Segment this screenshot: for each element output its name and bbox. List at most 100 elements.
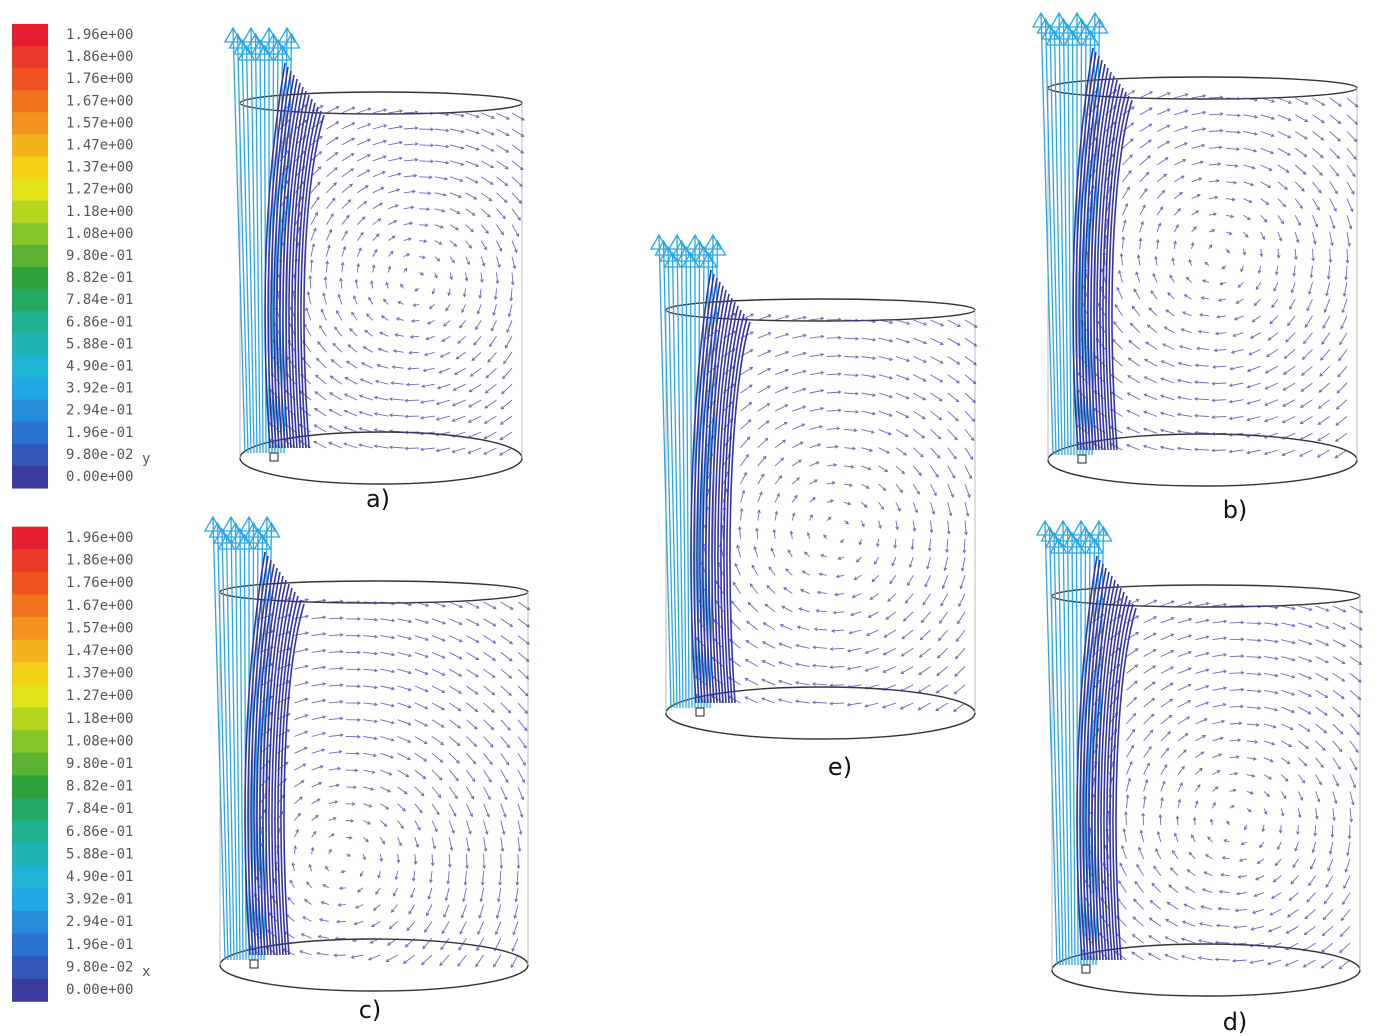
colorbar-cell [12, 956, 48, 979]
origin-marker [250, 960, 258, 968]
colorbar-cell [12, 333, 48, 356]
jet-core [1073, 48, 1132, 450]
colorbar-cell [12, 798, 48, 821]
colorbar-cell [12, 753, 48, 776]
colorbar-label: 1.27e+00 [66, 688, 133, 704]
colorbar-cell [12, 527, 48, 550]
colorbar-cell [12, 134, 48, 157]
jet-core [265, 63, 324, 448]
colorbar-cell [12, 157, 48, 180]
vector-field [250, 597, 530, 967]
panel-label: b) [1223, 496, 1248, 524]
colorbar-label: 7.84e-01 [66, 292, 133, 308]
colorbar-cell [12, 444, 48, 467]
figure: a) b) c) d) e) 1.96e+001.86e+001.76e+001… [0, 0, 1377, 1036]
colorbar-label: 1.57e+00 [66, 620, 133, 636]
colorbar-label: 1.86e+00 [66, 49, 133, 65]
colorbar-cell [12, 90, 48, 113]
cylinder-bottom [1048, 434, 1357, 486]
colorbar-cell [12, 549, 48, 572]
colorbar-cell [12, 223, 48, 246]
colorbar-cell [12, 685, 48, 708]
colorbar-cell [12, 46, 48, 69]
colorbar-cell [12, 466, 48, 489]
colorbar-cell [12, 595, 48, 618]
colorbar-label: 1.76e+00 [66, 575, 133, 591]
colorbar-cell [12, 866, 48, 889]
jet-core [245, 552, 304, 955]
panel-label: d) [1223, 1008, 1248, 1036]
colorbar-label: 4.90e-01 [66, 359, 133, 375]
colorbar-cell [12, 355, 48, 378]
colorbar-cell [12, 245, 48, 268]
colorbar-label: 8.82e-01 [66, 270, 133, 286]
colorbar-label: 5.88e-01 [66, 336, 133, 352]
colorbar-cell [12, 911, 48, 934]
colorbar-cell [12, 24, 48, 47]
colorbar-label: 9.80e-02 [66, 959, 133, 975]
cylinder-bottom [240, 432, 522, 484]
colorbar-cell [12, 267, 48, 290]
colorbar-cell [12, 289, 48, 312]
colorbar-label: 4.90e-01 [66, 869, 133, 885]
vector-field [1082, 598, 1362, 969]
colorbar-cell [12, 378, 48, 401]
colorbar-cell [12, 662, 48, 685]
colorbar-cell [12, 572, 48, 595]
colorbar-cell [12, 201, 48, 224]
colorbar-label: 3.92e-01 [66, 892, 133, 908]
colorbar-label: 1.47e+00 [66, 643, 133, 659]
colorbar-cell [12, 640, 48, 663]
colorbar-label: 9.80e-02 [66, 447, 133, 463]
axis-letter: x [142, 964, 150, 980]
colorbar-label: 2.94e-01 [66, 914, 133, 930]
colorbar-label: 1.57e+00 [66, 115, 133, 131]
colorbar-label: 1.18e+00 [66, 711, 133, 727]
colorbar-label: 1.86e+00 [66, 553, 133, 569]
panel-label: c) [359, 996, 382, 1024]
jet-core [691, 270, 750, 703]
colorbar-cell [12, 979, 48, 1002]
colorbar-label: 1.08e+00 [66, 226, 133, 242]
colorbar-cell [12, 708, 48, 731]
colorbar-label: 1.27e+00 [66, 182, 133, 198]
colorbar-cell [12, 775, 48, 798]
colorbar-label: 1.37e+00 [66, 666, 133, 682]
colorbar-label: 6.86e-01 [66, 824, 133, 840]
axis-letter: y [142, 451, 150, 467]
colorbar-label: 1.96e+00 [66, 530, 133, 546]
colorbar-label: 1.08e+00 [66, 733, 133, 749]
colorbar-label: 1.37e+00 [66, 160, 133, 176]
cylinder-bottom [1052, 944, 1360, 996]
colorbar-cell [12, 821, 48, 844]
colorbar-cell [12, 112, 48, 135]
colorbar-label: 9.80e-01 [66, 248, 133, 264]
colorbar-label: 2.94e-01 [66, 403, 133, 419]
colorbar-cell [12, 730, 48, 753]
colorbar-cell [12, 934, 48, 957]
colorbar-label: 9.80e-01 [66, 756, 133, 772]
colorbar-label: 1.67e+00 [66, 93, 133, 109]
colorbar-cell [12, 617, 48, 640]
colorbar-label: 1.96e+00 [66, 27, 133, 43]
colorbar-cell [12, 179, 48, 202]
colorbar-label: 7.84e-01 [66, 801, 133, 817]
colorbar-label: 1.96e-01 [66, 425, 133, 441]
colorbar-label: 1.47e+00 [66, 138, 133, 154]
colorbar-cell [12, 888, 48, 911]
origin-marker [696, 708, 704, 716]
cylinder-bottom [666, 687, 975, 739]
colorbar-cell [12, 311, 48, 334]
colorbar-label: 8.82e-01 [66, 779, 133, 795]
colorbar-label: 0.00e+00 [66, 982, 133, 998]
colorbar-cell [12, 68, 48, 91]
origin-marker [1078, 455, 1086, 463]
origin-marker [270, 453, 278, 461]
colorbar-label: 0.00e+00 [66, 469, 133, 485]
colorbar-label: 5.88e-01 [66, 846, 133, 862]
colorbar-label: 1.76e+00 [66, 71, 133, 87]
colorbar-label: 1.18e+00 [66, 204, 133, 220]
colorbar-label: 1.96e-01 [66, 937, 133, 953]
colorbar-cell [12, 400, 48, 423]
colorbar-label: 1.67e+00 [66, 598, 133, 614]
